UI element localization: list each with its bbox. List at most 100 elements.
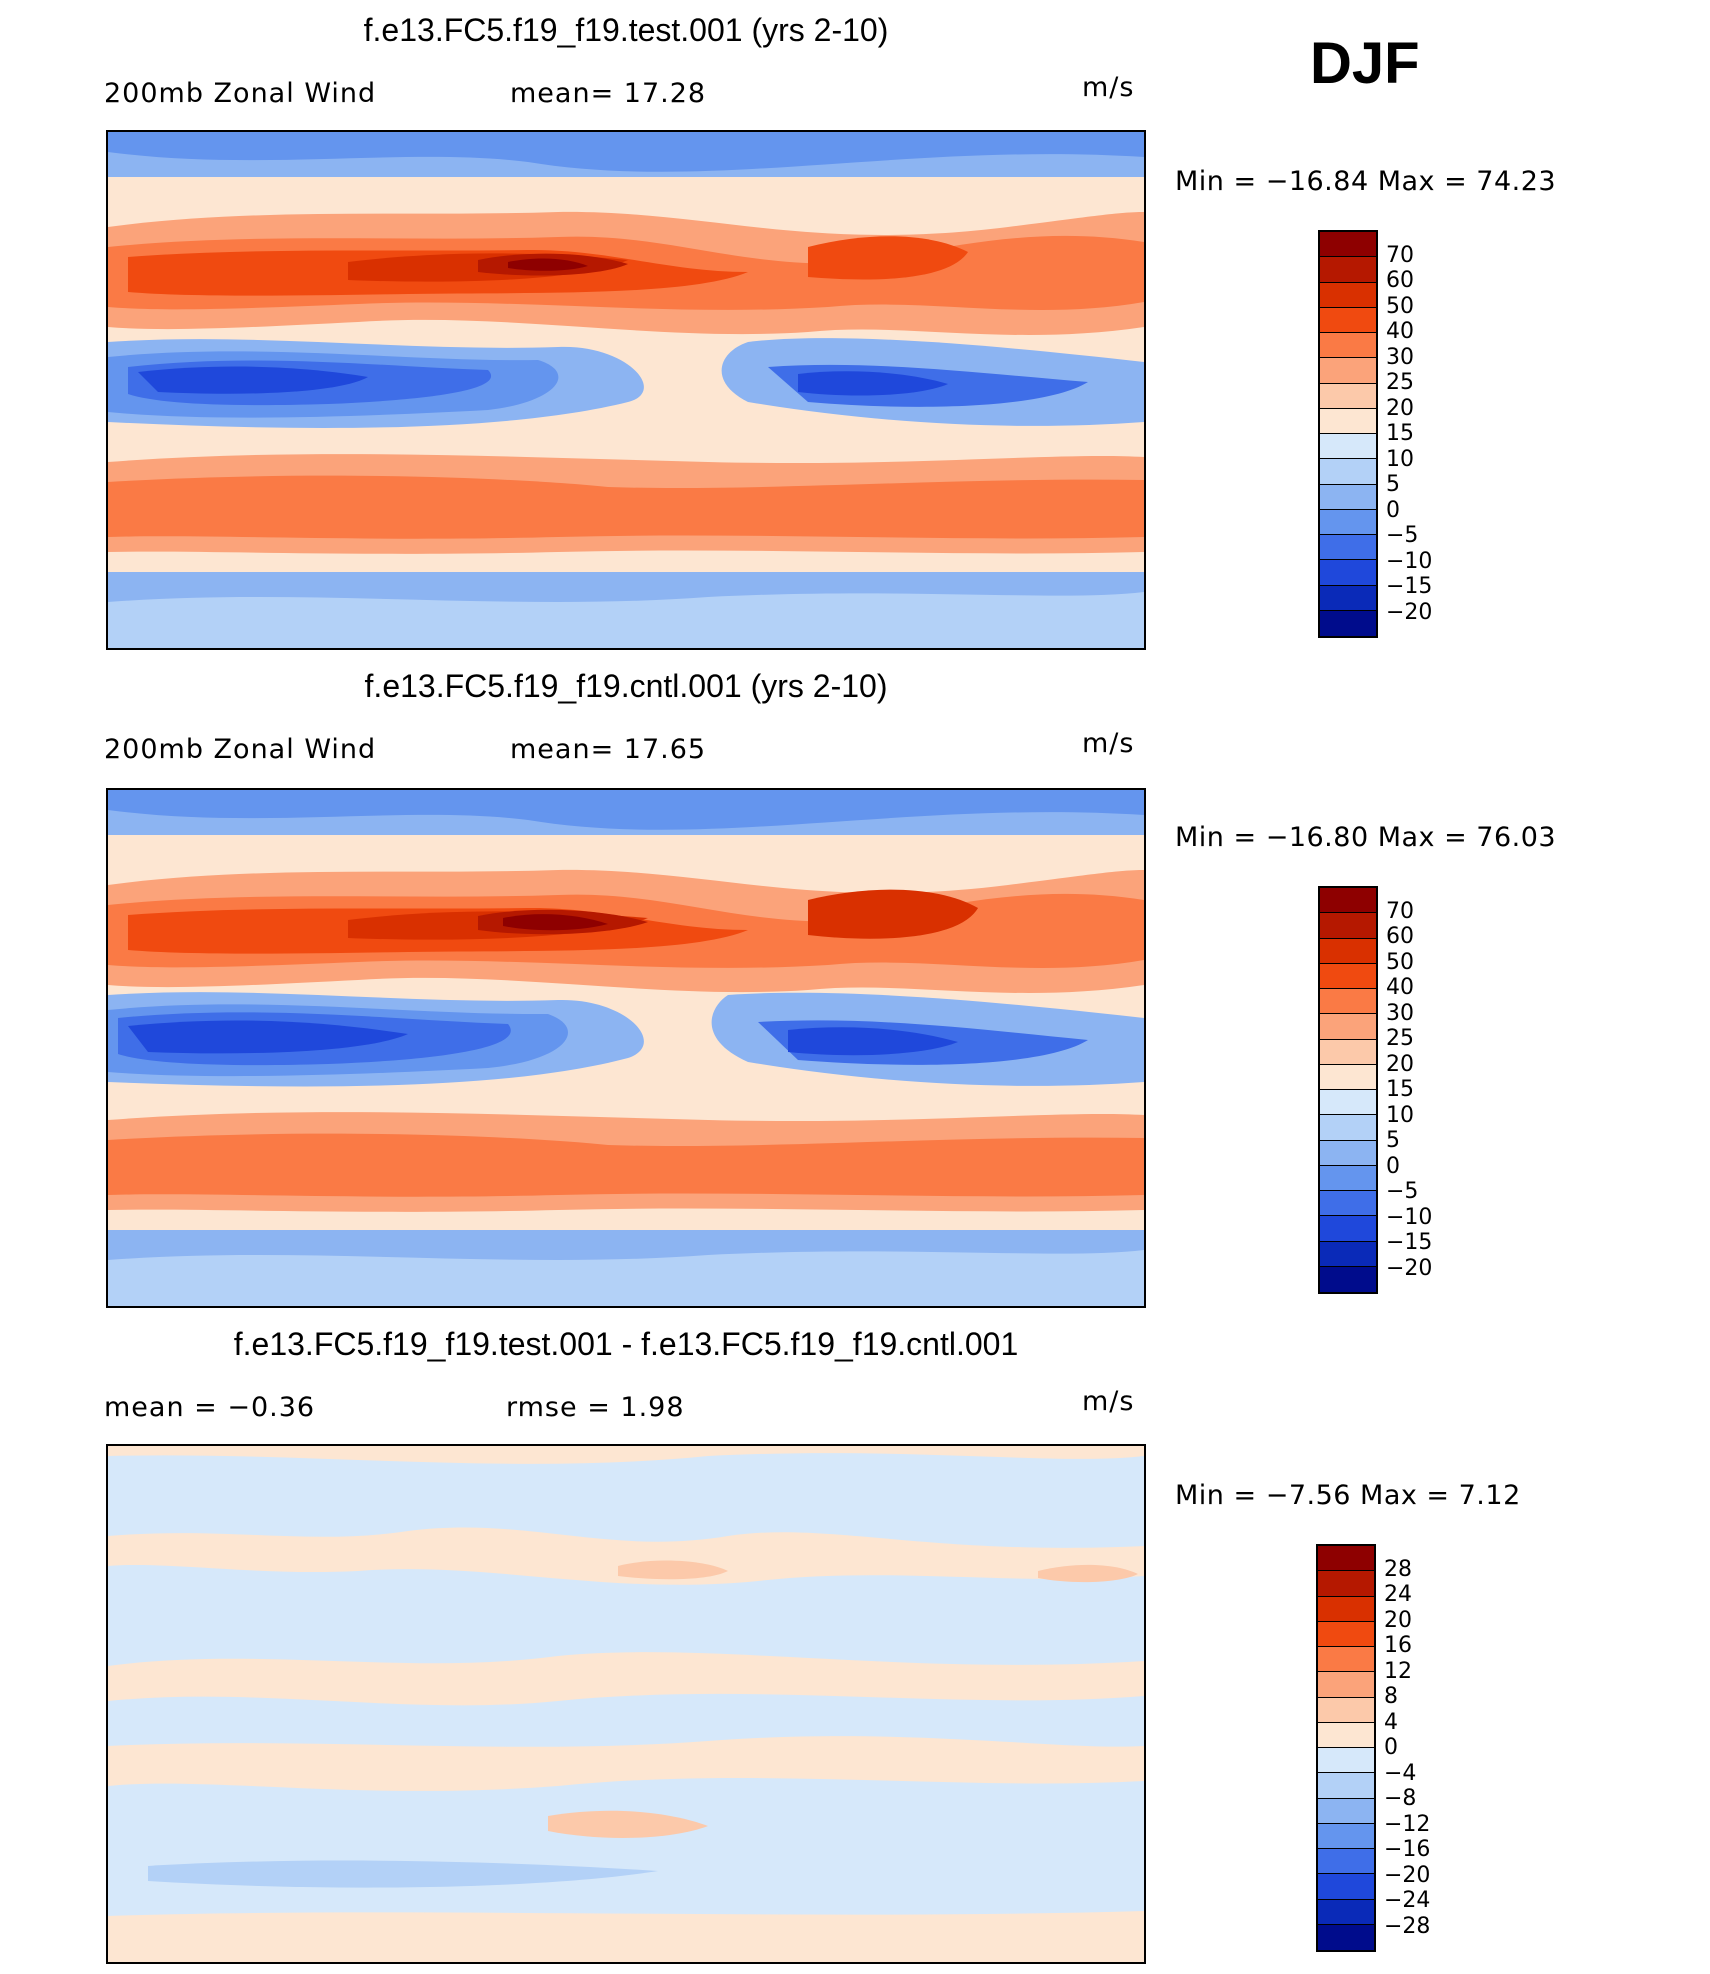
colorbar-tick-label: 70 <box>1386 242 1414 268</box>
colorbar-swatch <box>1318 1874 1374 1900</box>
panel-1-units: m/s <box>1082 72 1135 103</box>
colorbar-swatch <box>1320 1266 1376 1292</box>
colorbar-tick-label: 8 <box>1384 1684 1398 1709</box>
colorbar-swatch <box>1320 1064 1376 1090</box>
colorbar-swatch <box>1320 509 1376 535</box>
colorbar-tick-label: 24 <box>1384 1582 1412 1607</box>
colorbar-tick-label: 0 <box>1386 497 1400 523</box>
colorbar-swatch <box>1320 333 1376 359</box>
colorbar-swatch <box>1320 459 1376 485</box>
colorbar-swatch <box>1320 963 1376 989</box>
colorbar-swatch <box>1320 383 1376 409</box>
colorbar-tick-label: 16 <box>1384 1633 1412 1658</box>
colorbar-tick-label: −24 <box>1384 1888 1431 1913</box>
colorbar-tick-label: 50 <box>1386 949 1414 975</box>
colorbar-swatch <box>1318 1672 1374 1698</box>
colorbar-tick-label: −15 <box>1386 574 1433 599</box>
panel-1-map <box>106 130 1146 650</box>
colorbar-tick-label: −20 <box>1384 1862 1431 1888</box>
colorbar-tick-label: 50 <box>1386 293 1414 319</box>
colorbar-swatch <box>1320 358 1376 384</box>
panel-2-colorbar <box>1318 886 1378 1294</box>
colorbar-swatch <box>1318 1849 1374 1875</box>
colorbar-swatch <box>1320 560 1376 586</box>
colorbar-tick-label: 40 <box>1386 975 1414 1000</box>
colorbar-swatch <box>1318 1621 1374 1647</box>
panel-3-colorbar <box>1316 1544 1376 1952</box>
panel-1-colorbar <box>1318 230 1378 638</box>
colorbar-tick-label: −10 <box>1386 1204 1433 1230</box>
colorbar-tick-label: 20 <box>1384 1607 1412 1633</box>
colorbar-tick-label: −20 <box>1386 599 1433 625</box>
panel-2-contour-field <box>108 790 1144 1306</box>
colorbar-tick-label: 0 <box>1386 1153 1400 1179</box>
colorbar-swatch <box>1318 1571 1374 1597</box>
colorbar-swatch <box>1320 1115 1376 1141</box>
colorbar-tick-label: 4 <box>1384 1709 1398 1735</box>
colorbar-swatch <box>1320 585 1376 611</box>
colorbar-swatch <box>1318 1722 1374 1748</box>
colorbar-swatch <box>1318 1823 1374 1849</box>
colorbar-tick-label: 40 <box>1386 319 1414 344</box>
panel-2-min-max: Min = −16.80 Max = 76.03 <box>1175 822 1557 853</box>
colorbar-swatch <box>1320 257 1376 283</box>
panel-1-contour-field <box>108 132 1144 648</box>
colorbar-swatch <box>1320 434 1376 460</box>
colorbar-swatch <box>1318 1899 1374 1925</box>
panel-2-map <box>106 788 1146 1308</box>
colorbar-swatch <box>1320 232 1376 258</box>
colorbar-swatch <box>1320 1216 1376 1242</box>
panel-1-title: f.e13.FC5.f19_f19.test.001 (yrs 2-10) <box>363 12 889 48</box>
panel-2-units: m/s <box>1082 728 1135 759</box>
panel-1-mean-label: mean= 17.28 <box>510 78 707 109</box>
colorbar-swatch <box>1318 1773 1374 1799</box>
colorbar-tick-label: −15 <box>1386 1230 1433 1255</box>
colorbar-tick-label: 28 <box>1384 1556 1412 1582</box>
colorbar-tick-label: 60 <box>1386 924 1414 949</box>
colorbar-tick-label: 25 <box>1386 1026 1414 1051</box>
colorbar-tick-label: 10 <box>1386 446 1414 472</box>
colorbar-tick-label: 30 <box>1386 1000 1414 1026</box>
colorbar-swatch <box>1318 1798 1374 1824</box>
colorbar-swatch <box>1320 1090 1376 1116</box>
colorbar-swatch <box>1320 1140 1376 1166</box>
colorbar-swatch <box>1318 1647 1374 1673</box>
colorbar-tick-label: 20 <box>1386 395 1414 421</box>
colorbar-tick-label: −5 <box>1386 1179 1419 1204</box>
colorbar-tick-label: 5 <box>1386 1128 1400 1153</box>
colorbar-tick-label: 20 <box>1386 1051 1414 1077</box>
colorbar-swatch <box>1320 888 1376 914</box>
panel-2-mean-label: mean= 17.65 <box>510 734 707 765</box>
panel-2-title: f.e13.FC5.f19_f19.cntl.001 (yrs 2-10) <box>364 668 888 704</box>
colorbar-swatch <box>1320 938 1376 964</box>
colorbar-tick-label: −4 <box>1384 1760 1417 1786</box>
colorbar-tick-label: 15 <box>1386 1077 1414 1102</box>
colorbar-tick-label: 0 <box>1384 1735 1398 1760</box>
colorbar-swatch <box>1320 282 1376 308</box>
colorbar-tick-label: −20 <box>1386 1255 1433 1281</box>
colorbar-swatch <box>1320 535 1376 561</box>
colorbar-swatch <box>1320 307 1376 333</box>
colorbar-tick-label: −8 <box>1384 1786 1417 1811</box>
season-label: DJF <box>1310 31 1420 96</box>
colorbar-swatch <box>1318 1596 1374 1622</box>
colorbar-swatch <box>1318 1697 1374 1723</box>
colorbar-swatch <box>1320 989 1376 1015</box>
colorbar-swatch <box>1318 1546 1374 1572</box>
colorbar-tick-label: −5 <box>1386 523 1419 548</box>
colorbar-tick-label: 12 <box>1384 1658 1412 1684</box>
colorbar-swatch <box>1320 408 1376 434</box>
colorbar-tick-label: −16 <box>1384 1837 1431 1862</box>
panel-3-mean-label: mean = −0.36 <box>104 1392 316 1423</box>
colorbar-swatch <box>1318 1748 1374 1774</box>
panel-3-rmse-label: rmse = 1.98 <box>506 1392 685 1423</box>
colorbar-swatch <box>1320 1014 1376 1040</box>
colorbar-swatch <box>1320 1241 1376 1267</box>
colorbar-tick-label: −12 <box>1384 1811 1431 1837</box>
colorbar-tick-label: 70 <box>1386 898 1414 924</box>
panel-3-title: f.e13.FC5.f19_f19.test.001 - f.e13.FC5.f… <box>233 1326 1019 1362</box>
panel-3-map <box>106 1444 1146 1964</box>
colorbar-swatch <box>1318 1924 1374 1950</box>
panel-1-min-max: Min = −16.84 Max = 74.23 <box>1175 166 1557 197</box>
colorbar-tick-label: 15 <box>1386 421 1414 446</box>
